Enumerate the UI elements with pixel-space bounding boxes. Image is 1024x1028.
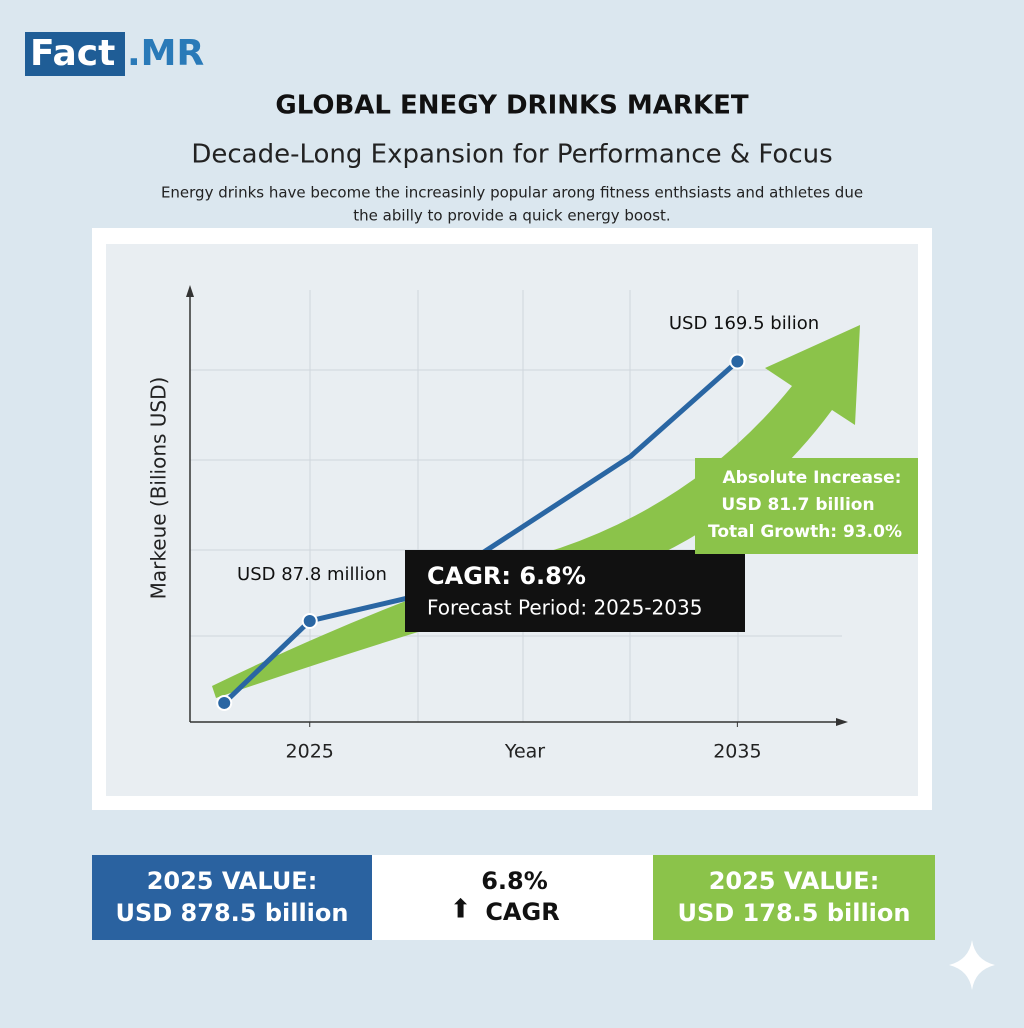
point xyxy=(301,612,318,629)
point xyxy=(729,353,746,370)
y-axis-label: Markeue (Bilions USD) xyxy=(147,377,171,600)
logo-main: Fact xyxy=(30,33,115,74)
increase-label: USD 81.7 billion xyxy=(721,495,874,515)
title: GLOBAL ENEGY DRINKS MARKET xyxy=(275,91,748,121)
logo-box xyxy=(25,32,125,76)
x-tick-label: 2035 xyxy=(713,741,761,763)
increase-label: Absolute Increase: xyxy=(723,468,902,488)
summary: 2025 VALUE: USD 878.5 billion ⬆ 6.8% CAGR 202… xyxy=(92,855,935,940)
axes xyxy=(189,292,840,723)
x-tick-label: 2025 xyxy=(286,741,334,763)
logo-suffix: .MR xyxy=(127,33,204,74)
sparkle xyxy=(949,940,995,990)
summary-text: 6.8% xyxy=(481,867,548,895)
end-label: USD 169.5 bilion xyxy=(669,313,819,334)
point xyxy=(216,694,233,711)
summary-text: CAGR xyxy=(485,898,559,926)
summary-text: 2025 VALUE: xyxy=(147,867,318,895)
increase-label: Total Growth: 93.0% xyxy=(708,522,902,542)
cagr-label: CAGR: 6.8% xyxy=(427,562,586,590)
summary-box xyxy=(92,855,372,940)
summary-text: 2025 VALUE: xyxy=(709,867,880,895)
period-label: Forecast Period: 2025-2035 xyxy=(427,596,702,620)
summary-box xyxy=(372,855,653,940)
summary-icon: ⬆ xyxy=(450,895,472,925)
description: Energy drinks have become the increasinl… xyxy=(161,184,863,202)
summary-text: USD 878.5 billion xyxy=(116,899,349,927)
subtitle: Decade-Long Expansion for Performance & … xyxy=(191,140,832,170)
cagr-box xyxy=(405,550,745,632)
x-axis-label: Year xyxy=(504,741,545,763)
start-label: USD 87.8 million xyxy=(237,564,387,585)
increase-box xyxy=(695,458,918,554)
description: the abilly to provide a quick energy boo… xyxy=(353,207,670,225)
summary-text: USD 178.5 billion xyxy=(678,899,911,927)
summary-box xyxy=(653,855,935,940)
